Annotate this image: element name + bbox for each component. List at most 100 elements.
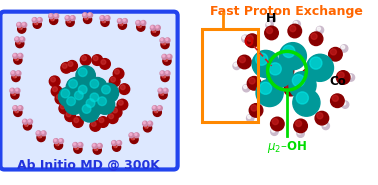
Circle shape [317, 27, 321, 30]
Circle shape [162, 74, 166, 78]
Circle shape [234, 63, 237, 66]
Circle shape [62, 64, 67, 68]
Circle shape [49, 76, 60, 87]
Circle shape [113, 144, 117, 148]
Circle shape [67, 60, 77, 71]
Circle shape [249, 78, 255, 84]
Circle shape [143, 121, 147, 126]
Text: $\mu_2$–OH: $\mu_2$–OH [267, 139, 307, 155]
Circle shape [144, 125, 148, 128]
Circle shape [120, 85, 125, 90]
Circle shape [289, 72, 316, 99]
Circle shape [66, 16, 68, 18]
Circle shape [118, 19, 120, 21]
Circle shape [347, 74, 355, 81]
Circle shape [100, 16, 105, 21]
Circle shape [160, 38, 165, 43]
Circle shape [85, 16, 88, 20]
Circle shape [323, 123, 326, 126]
Circle shape [41, 131, 46, 136]
Circle shape [165, 38, 170, 43]
Circle shape [148, 122, 150, 124]
Circle shape [72, 89, 91, 108]
Circle shape [239, 57, 245, 63]
Text: Fast Proton Exchange: Fast Proton Exchange [210, 5, 363, 18]
Circle shape [95, 95, 115, 114]
Circle shape [165, 71, 170, 76]
Circle shape [74, 91, 83, 100]
Circle shape [15, 89, 18, 91]
Circle shape [288, 24, 302, 38]
Circle shape [163, 88, 168, 93]
Circle shape [37, 131, 39, 134]
Circle shape [251, 105, 257, 111]
Circle shape [160, 71, 165, 76]
Circle shape [78, 85, 87, 94]
Circle shape [15, 38, 18, 40]
Circle shape [137, 23, 145, 31]
Circle shape [155, 25, 160, 30]
Circle shape [297, 130, 304, 137]
Circle shape [16, 71, 21, 76]
Circle shape [38, 134, 42, 138]
Circle shape [134, 133, 139, 138]
Circle shape [54, 141, 63, 149]
Circle shape [266, 28, 273, 34]
Circle shape [245, 34, 259, 48]
Circle shape [83, 13, 85, 15]
Circle shape [317, 113, 323, 119]
Circle shape [115, 69, 119, 74]
Circle shape [256, 79, 283, 107]
Circle shape [90, 79, 99, 88]
Circle shape [84, 97, 103, 116]
Circle shape [17, 23, 20, 25]
Circle shape [158, 106, 160, 108]
Circle shape [13, 106, 18, 111]
Circle shape [88, 13, 93, 18]
Circle shape [76, 66, 95, 85]
Circle shape [94, 147, 98, 151]
Circle shape [66, 18, 74, 26]
Circle shape [341, 45, 348, 52]
Circle shape [256, 53, 268, 65]
Circle shape [163, 57, 171, 65]
Circle shape [22, 22, 27, 27]
Circle shape [64, 95, 84, 114]
Circle shape [37, 18, 42, 22]
Circle shape [135, 133, 137, 135]
Circle shape [83, 13, 87, 18]
Circle shape [296, 92, 308, 104]
Circle shape [117, 141, 119, 143]
Circle shape [12, 92, 15, 95]
Circle shape [101, 18, 109, 26]
Circle shape [36, 131, 41, 136]
Circle shape [19, 106, 21, 108]
Circle shape [102, 85, 110, 94]
Circle shape [282, 65, 288, 71]
Circle shape [238, 55, 251, 69]
Circle shape [233, 62, 240, 70]
Circle shape [22, 23, 25, 25]
Circle shape [34, 21, 38, 25]
Circle shape [154, 109, 158, 113]
Circle shape [266, 60, 293, 87]
Circle shape [80, 103, 99, 122]
Circle shape [76, 83, 95, 103]
Circle shape [73, 117, 83, 127]
Circle shape [248, 115, 251, 119]
Circle shape [246, 115, 254, 122]
Circle shape [11, 91, 19, 99]
Circle shape [74, 118, 79, 123]
Circle shape [150, 25, 155, 30]
Circle shape [59, 87, 78, 107]
Circle shape [67, 97, 76, 106]
Circle shape [13, 53, 18, 58]
Circle shape [332, 95, 338, 101]
Circle shape [60, 104, 65, 109]
Circle shape [286, 84, 292, 90]
Circle shape [294, 21, 297, 25]
Circle shape [131, 136, 135, 140]
Circle shape [122, 18, 127, 23]
Circle shape [130, 133, 132, 135]
Circle shape [118, 21, 127, 29]
